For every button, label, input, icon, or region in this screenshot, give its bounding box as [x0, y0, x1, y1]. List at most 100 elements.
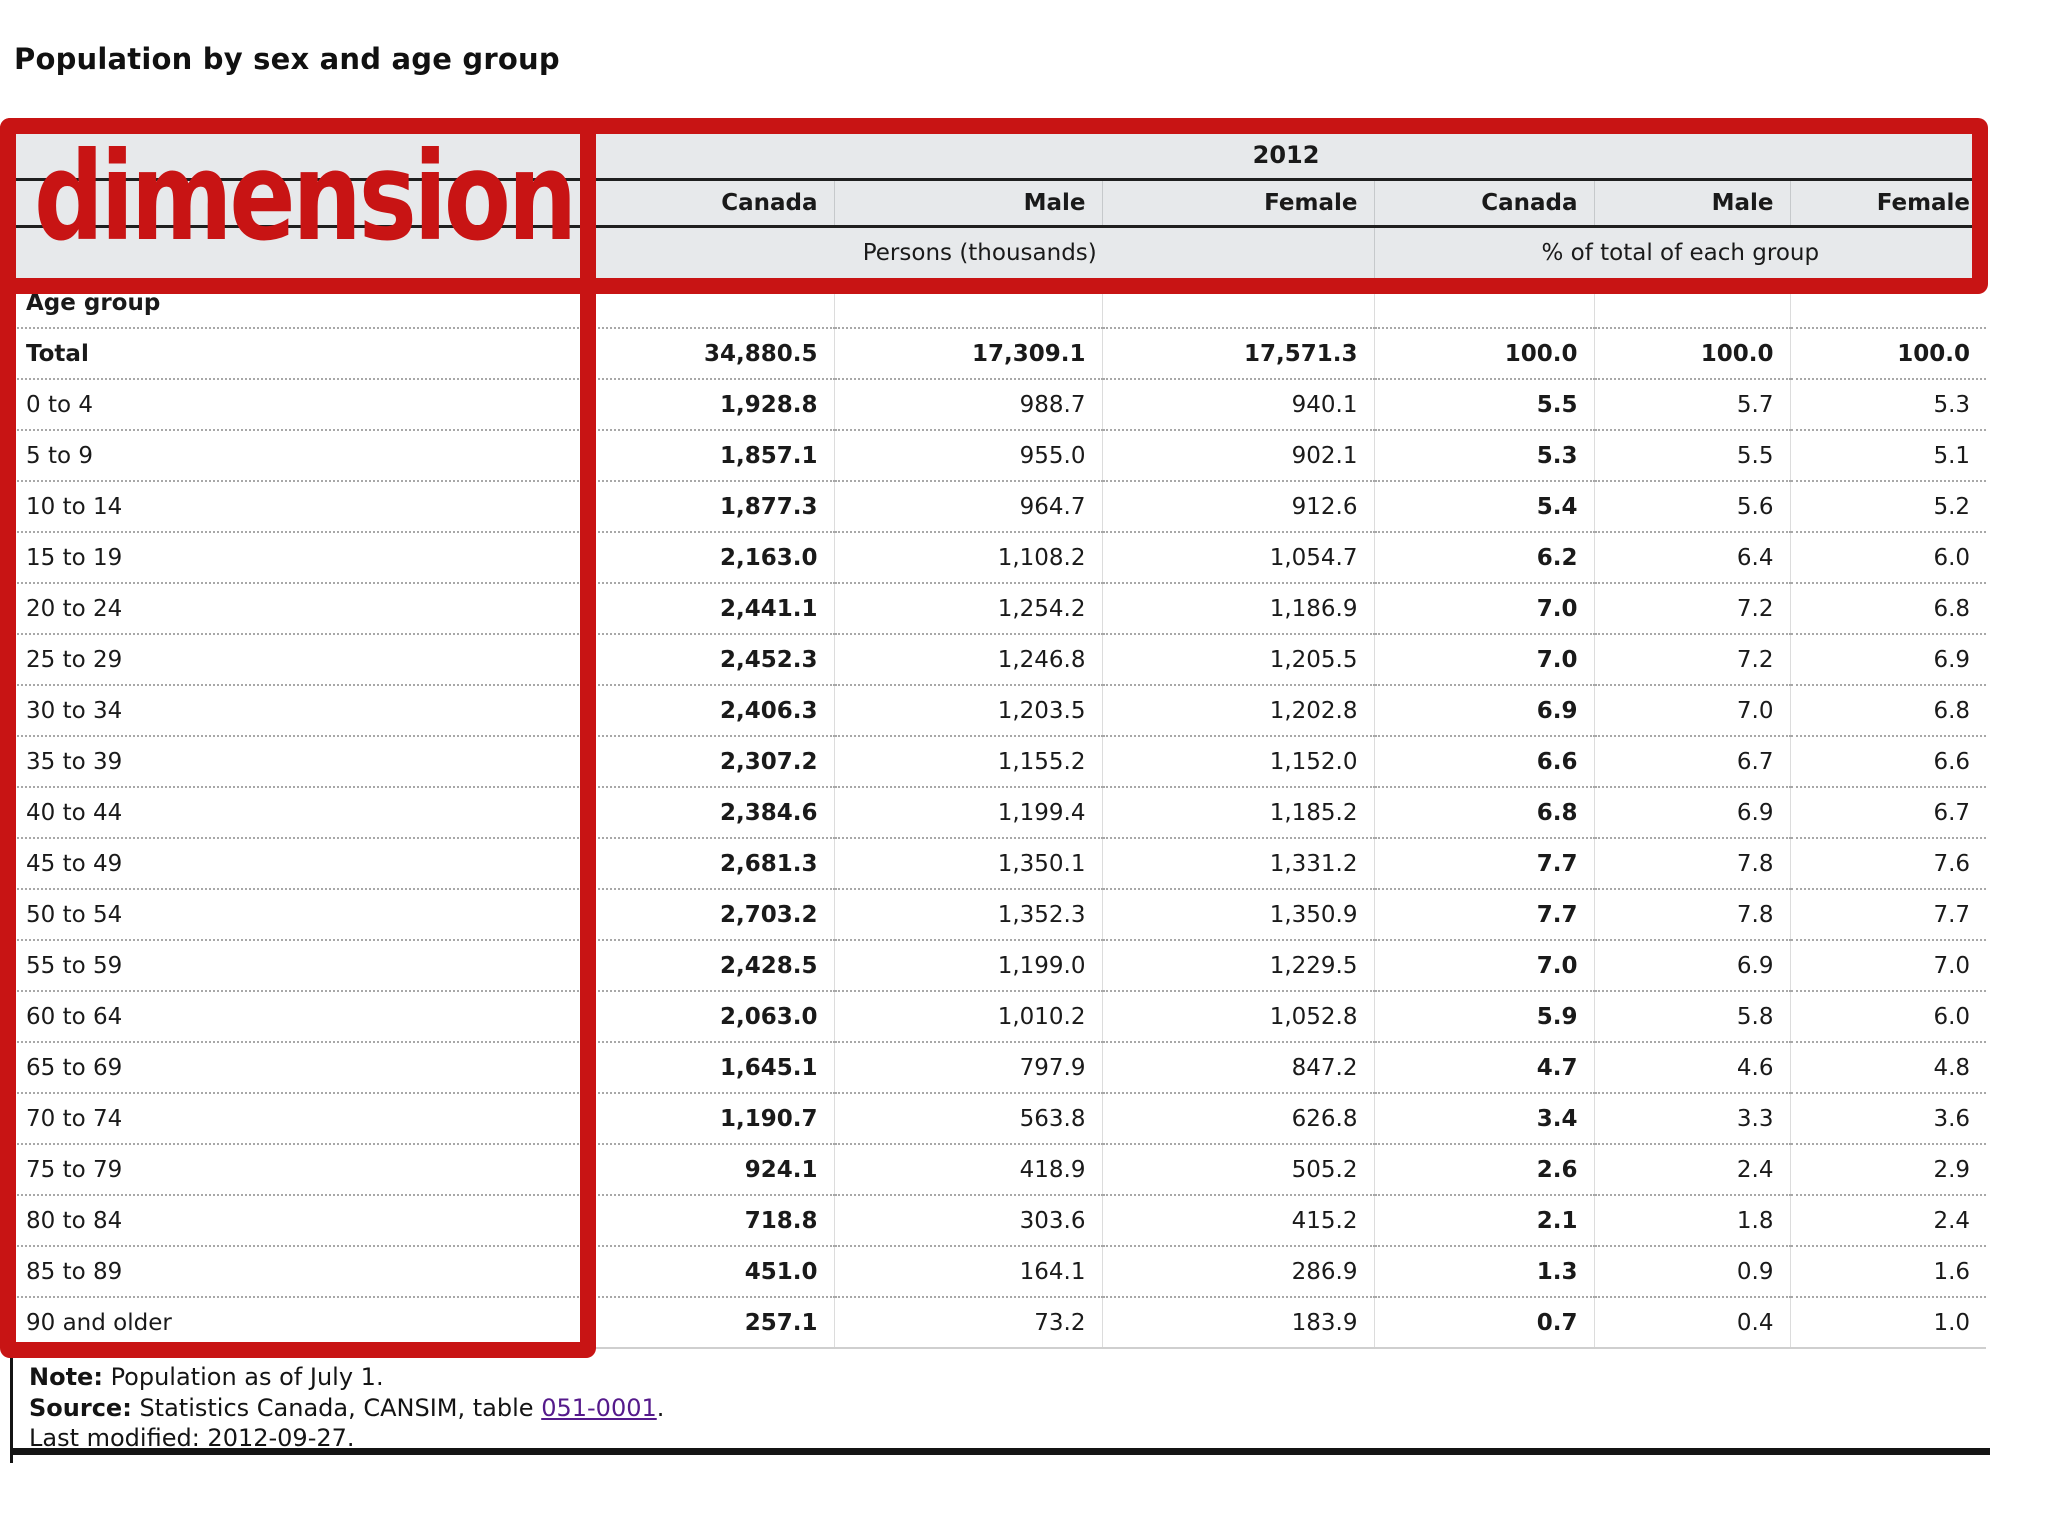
row-label: 80 to 84 [10, 1195, 587, 1247]
empty-cell [586, 278, 835, 329]
group-header-persons: Persons (thousands) [586, 226, 1375, 278]
dimension-label: dimension [34, 126, 577, 268]
year-header-row: 2012 [10, 132, 1987, 181]
cell-male-pct: 7.2 [1594, 634, 1791, 686]
cell-canada-persons: 2,307.2 [586, 736, 835, 788]
cell-male-persons: 1,254.2 [834, 583, 1103, 635]
cell-canada-pct: 5.9 [1374, 991, 1595, 1043]
table-notes: Note: Population as of July 1. Source: S… [10, 1358, 1986, 1463]
source-link[interactable]: 051-0001 [541, 1393, 657, 1422]
cell-male-persons: 17,309.1 [834, 328, 1103, 380]
cell-male-persons: 1,155.2 [834, 736, 1103, 788]
source-line: Source: Statistics Canada, CANSIM, table… [29, 1394, 1986, 1424]
row-label: 65 to 69 [10, 1042, 587, 1094]
cell-canada-persons: 1,877.3 [586, 481, 835, 533]
table-row: 60 to 64 2,063.0 1,010.2 1,052.8 5.9 5.8… [10, 991, 1987, 1043]
population-table: 2012 Canada Male Female Canada Male Fema… [10, 132, 1987, 1349]
cell-female-persons: 1,152.0 [1102, 736, 1375, 788]
cell-male-pct: 0.4 [1594, 1297, 1791, 1349]
note-text: Population as of July 1. [110, 1363, 384, 1391]
cell-female-persons: 1,052.8 [1102, 991, 1375, 1043]
cell-male-persons: 73.2 [834, 1297, 1103, 1349]
col-header-female-persons: Female [1102, 179, 1375, 228]
cell-male-pct: 6.4 [1594, 532, 1791, 584]
cell-canada-pct: 6.2 [1374, 532, 1595, 584]
cell-male-persons: 955.0 [834, 430, 1103, 482]
cell-canada-persons: 2,703.2 [586, 889, 835, 941]
row-label: 45 to 49 [10, 838, 587, 890]
table-row: 85 to 89 451.0 164.1 286.9 1.3 0.9 1.6 [10, 1246, 1987, 1298]
cell-female-persons: 183.9 [1102, 1297, 1375, 1349]
age-group-header: Age group [10, 278, 587, 329]
cell-canada-persons: 2,063.0 [586, 991, 835, 1043]
cell-canada-persons: 2,384.6 [586, 787, 835, 839]
cell-male-pct: 6.7 [1594, 736, 1791, 788]
table-row: 15 to 19 2,163.0 1,108.2 1,054.7 6.2 6.4… [10, 532, 1987, 584]
table-row: 75 to 79 924.1 418.9 505.2 2.6 2.4 2.9 [10, 1144, 1987, 1196]
cell-canada-persons: 2,441.1 [586, 583, 835, 635]
column-header-row: Canada Male Female Canada Male Female [10, 179, 1987, 228]
stub-header-spacer [10, 226, 586, 278]
source-label: Source: [29, 1393, 132, 1422]
stub-header-spacer [10, 179, 586, 228]
cell-male-pct: 2.4 [1594, 1144, 1791, 1196]
cell-male-persons: 1,199.0 [834, 940, 1103, 992]
cell-female-persons: 1,202.8 [1102, 685, 1375, 737]
cell-male-pct: 6.9 [1594, 940, 1791, 992]
cell-female-pct: 7.0 [1790, 940, 1987, 992]
cell-female-pct: 100.0 [1790, 328, 1987, 380]
cell-male-persons: 797.9 [834, 1042, 1103, 1094]
row-label: 75 to 79 [10, 1144, 587, 1196]
cell-canada-pct: 1.3 [1374, 1246, 1595, 1298]
cell-male-pct: 5.5 [1594, 430, 1791, 482]
cell-canada-pct: 100.0 [1374, 328, 1595, 380]
cell-canada-persons: 1,645.1 [586, 1042, 835, 1094]
cell-canada-persons: 1,190.7 [586, 1093, 835, 1145]
empty-cell [1102, 278, 1375, 329]
cell-canada-persons: 1,857.1 [586, 430, 835, 482]
row-label: 90 and older [10, 1297, 587, 1349]
table-row: 55 to 59 2,428.5 1,199.0 1,229.5 7.0 6.9… [10, 940, 1987, 992]
cell-male-persons: 303.6 [834, 1195, 1103, 1247]
cell-canada-persons: 2,163.0 [586, 532, 835, 584]
cell-canada-persons: 2,452.3 [586, 634, 835, 686]
cell-canada-pct: 5.4 [1374, 481, 1595, 533]
cell-female-persons: 505.2 [1102, 1144, 1375, 1196]
cell-female-persons: 1,229.5 [1102, 940, 1375, 992]
cell-male-pct: 100.0 [1594, 328, 1791, 380]
cell-male-pct: 3.3 [1594, 1093, 1791, 1145]
cell-canada-persons: 1,928.8 [586, 379, 835, 431]
cell-male-pct: 7.8 [1594, 889, 1791, 941]
row-label: 5 to 9 [10, 430, 587, 482]
cell-canada-persons: 257.1 [586, 1297, 835, 1349]
cell-female-pct: 6.8 [1790, 583, 1987, 635]
row-label: 10 to 14 [10, 481, 587, 533]
row-label: 40 to 44 [10, 787, 587, 839]
col-header-canada-persons: Canada [586, 179, 835, 228]
cell-male-persons: 563.8 [834, 1093, 1103, 1145]
age-group-section-row: Age group [10, 278, 1987, 329]
cell-male-pct: 5.8 [1594, 991, 1791, 1043]
cell-canada-pct: 3.4 [1374, 1093, 1595, 1145]
table-row: 50 to 54 2,703.2 1,352.3 1,350.9 7.7 7.8… [10, 889, 1987, 941]
last-modified-line: Last modified: 2012-09-27. [29, 1424, 355, 1453]
bottom-rule [10, 1448, 1990, 1455]
row-label: 15 to 19 [10, 532, 587, 584]
cell-female-persons: 626.8 [1102, 1093, 1375, 1145]
page-title: Population by sex and age group [14, 42, 560, 76]
cell-canada-persons: 2,406.3 [586, 685, 835, 737]
row-label: 35 to 39 [10, 736, 587, 788]
cell-female-pct: 1.6 [1790, 1246, 1987, 1298]
cell-canada-pct: 2.6 [1374, 1144, 1595, 1196]
row-label: 20 to 24 [10, 583, 587, 635]
cell-male-persons: 1,108.2 [834, 532, 1103, 584]
source-text: Statistics Canada, CANSIM, table [139, 1393, 534, 1422]
cell-male-persons: 418.9 [834, 1144, 1103, 1196]
cell-female-persons: 415.2 [1102, 1195, 1375, 1247]
cell-male-pct: 0.9 [1594, 1246, 1791, 1298]
cell-female-pct: 5.2 [1790, 481, 1987, 533]
cell-male-pct: 5.6 [1594, 481, 1791, 533]
note-line: Note: Population as of July 1. [29, 1363, 1986, 1393]
cell-male-persons: 164.1 [834, 1246, 1103, 1298]
cell-female-persons: 1,331.2 [1102, 838, 1375, 890]
